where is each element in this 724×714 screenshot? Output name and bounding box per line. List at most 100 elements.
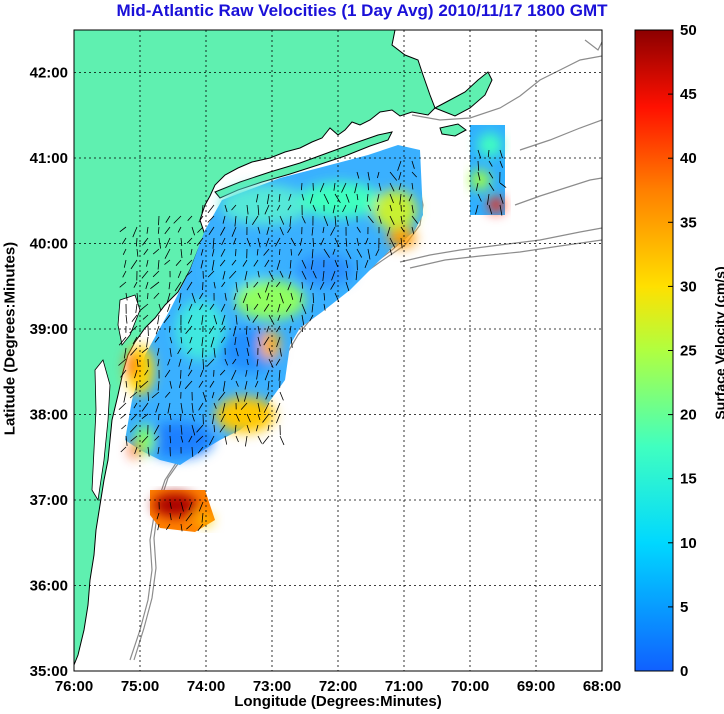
velocity-arrow: [263, 402, 270, 413]
colorbar-tick-label: 50: [680, 22, 697, 39]
colorbar-ticks: 0 5 10 15 20 25 30 35 40 45 50: [668, 22, 697, 680]
velocity-arrow: [151, 391, 160, 399]
velocity-arrow: [235, 391, 240, 402]
velocity-arrow: [180, 336, 183, 344]
velocity-arrow: [367, 204, 372, 212]
velocity-arrow: [157, 446, 160, 455]
velocity-arrow: [165, 523, 171, 531]
velocity-arrow: [179, 292, 182, 303]
velocity-arrow: [345, 270, 348, 280]
velocity-arrow: [309, 314, 314, 322]
velocity-vectors: [118, 149, 507, 532]
velocity-arrow: [299, 237, 303, 246]
velocity-arrow: [246, 336, 250, 347]
velocity-arrow: [279, 226, 284, 236]
velocity-arrow: [221, 314, 226, 326]
velocity-arrow: [275, 402, 281, 413]
velocity-arrow: [246, 204, 249, 215]
velocity-arrow: [278, 248, 281, 256]
velocity-arrow: [233, 325, 237, 337]
velocity-arrow: [202, 281, 204, 291]
velocity-arrow: [301, 259, 307, 269]
velocity-arrow: [276, 325, 281, 333]
velocity-arrow: [257, 270, 260, 278]
velocity-arrow: [198, 380, 204, 388]
velocity-arrow: [242, 259, 248, 267]
velocity-arrow: [222, 215, 226, 224]
velocity-arrow: [135, 380, 138, 391]
velocity-arrow: [212, 413, 215, 425]
velocity-arrow: [323, 248, 330, 258]
velocity-arrow: [186, 347, 193, 355]
velocity-arrow: [222, 270, 226, 280]
velocity-arrow: [323, 292, 326, 301]
velocity-arrow: [233, 303, 237, 311]
velocity-arrow: [121, 237, 127, 245]
velocity-arrow: [256, 369, 259, 380]
velocity-arrow: [411, 171, 417, 178]
velocity-arrow: [169, 336, 173, 344]
velocity-arrow: [147, 391, 149, 402]
velocity-arrow: [169, 512, 172, 521]
velocity-arrow: [213, 424, 215, 433]
velocity-arrow: [253, 281, 259, 288]
velocity-arrow: [301, 182, 303, 191]
velocity-arrow: [136, 358, 139, 367]
velocity-arrow: [400, 215, 403, 225]
velocity-arrow: [253, 303, 259, 310]
velocity-arrow: [224, 292, 227, 301]
velocity-arrow: [475, 204, 479, 215]
velocity-arrow: [141, 435, 149, 443]
velocity-arrow: [276, 336, 281, 348]
velocity-arrow: [257, 292, 261, 299]
velocity-arrow: [141, 402, 149, 412]
velocity-arrow: [290, 237, 296, 247]
velocity-arrow: [488, 182, 495, 192]
velocity-arrow: [333, 182, 336, 191]
velocity-arrow: [164, 248, 171, 259]
velocity-arrow: [477, 193, 482, 202]
velocity-arrow: [231, 369, 237, 380]
velocity-arrow: [142, 237, 149, 246]
velocity-arrow: [167, 402, 171, 414]
velocity-arrow: [197, 523, 204, 532]
velocity-arrow: [254, 380, 259, 388]
velocity-arrow: [186, 259, 193, 266]
velocity-arrow: [277, 314, 281, 322]
velocity-arrow: [275, 358, 281, 366]
velocity-field-south: [150, 490, 215, 532]
velocity-arrow: [263, 303, 270, 312]
velocity-arrow: [267, 424, 270, 431]
velocity-arrow: [408, 193, 413, 202]
velocity-arrow: [165, 215, 171, 223]
velocity-arrow: [267, 380, 270, 391]
velocity-arrow: [209, 303, 215, 310]
velocity-arrow: [301, 325, 303, 333]
velocity-arrow: [235, 248, 237, 257]
x-tick-label: 71:00: [385, 678, 423, 695]
x-tick-label: 76:00: [55, 678, 93, 695]
velocity-arrow: [187, 314, 193, 324]
velocity-arrow: [312, 237, 314, 247]
velocity-arrow: [319, 281, 325, 290]
velocity-arrow: [180, 424, 183, 435]
velocity-arrow: [134, 369, 138, 379]
velocity-arrow: [169, 413, 172, 421]
velocity-arrow: [268, 270, 274, 281]
y-tick-label: 37:00: [30, 492, 68, 509]
velocity-arrow: [290, 336, 293, 348]
velocity-arrow: [376, 193, 380, 202]
velocity-arrow: [356, 248, 363, 258]
velocity-arrow: [263, 248, 270, 256]
velocity-arrow: [129, 391, 138, 399]
velocity-arrow: [130, 413, 138, 421]
velocity-arrow: [301, 215, 306, 224]
colorbar-tick-label: 30: [680, 278, 697, 295]
velocity-arrow: [167, 303, 171, 312]
velocity-arrow: [257, 435, 263, 444]
velocity-arrow: [276, 259, 281, 270]
velocity-arrow: [121, 424, 127, 430]
velocity-arrow: [289, 215, 292, 227]
velocity-arrow: [188, 435, 193, 443]
velocity-arrow: [157, 226, 160, 234]
